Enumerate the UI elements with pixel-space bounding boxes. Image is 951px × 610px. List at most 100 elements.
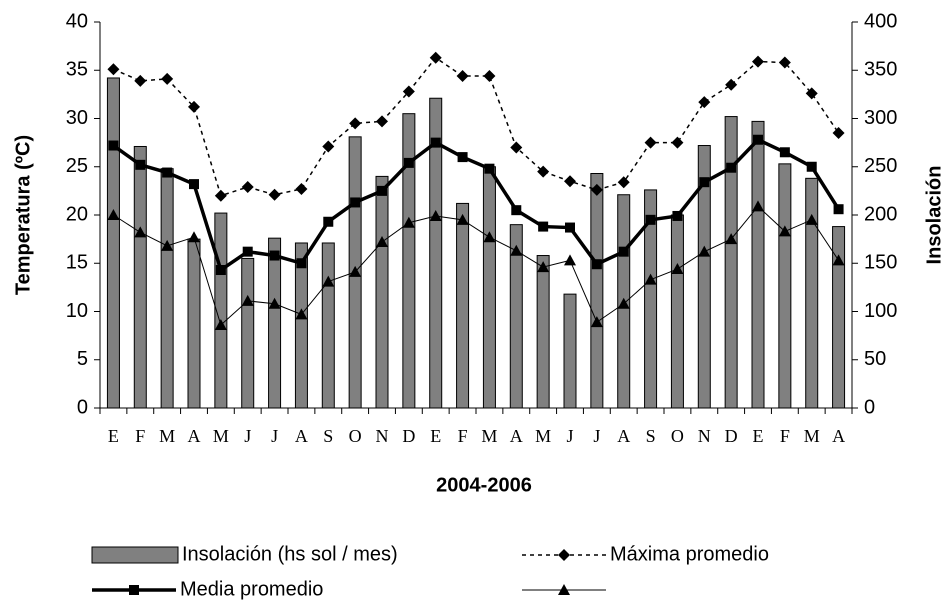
marker bbox=[671, 136, 684, 149]
y2-tick-label: 400 bbox=[864, 10, 897, 32]
x-tick-label: F bbox=[135, 426, 145, 446]
y2-tick-label: 350 bbox=[864, 59, 897, 81]
marker bbox=[429, 209, 442, 221]
x-tick-label: D bbox=[725, 426, 738, 446]
marker bbox=[725, 233, 738, 245]
bar bbox=[268, 237, 282, 409]
bar bbox=[241, 257, 255, 409]
legend-label: Insolación (hs sol / mes) bbox=[182, 543, 398, 565]
x-tick-label: J bbox=[566, 426, 573, 446]
marker bbox=[645, 214, 656, 225]
marker bbox=[672, 210, 683, 221]
marker bbox=[779, 147, 790, 158]
x-tick-label: M bbox=[804, 426, 820, 446]
marker bbox=[295, 308, 308, 320]
x-tick-label: E bbox=[430, 426, 441, 446]
marker bbox=[161, 239, 174, 251]
marker bbox=[806, 161, 817, 172]
marker bbox=[322, 140, 335, 153]
bar bbox=[160, 168, 174, 409]
marker bbox=[349, 265, 362, 277]
legend-marker bbox=[558, 549, 570, 561]
marker bbox=[429, 51, 442, 64]
marker bbox=[833, 204, 844, 215]
marker bbox=[241, 294, 254, 306]
x-tick-label: M bbox=[213, 426, 229, 446]
legend-marker bbox=[558, 584, 570, 595]
marker bbox=[483, 231, 496, 243]
x-tick-label: O bbox=[671, 426, 684, 446]
marker bbox=[242, 246, 253, 257]
marker bbox=[591, 259, 602, 270]
marker bbox=[671, 263, 684, 275]
marker bbox=[778, 56, 791, 69]
x-tick-label: E bbox=[753, 426, 764, 446]
legend-label: Media promedio bbox=[180, 578, 323, 600]
x-tick-label: S bbox=[646, 426, 656, 446]
marker bbox=[377, 185, 387, 196]
marker bbox=[644, 136, 657, 149]
marker bbox=[214, 189, 227, 202]
legend-swatch bbox=[91, 546, 179, 564]
marker bbox=[323, 216, 334, 227]
marker bbox=[214, 319, 227, 331]
marker bbox=[107, 63, 120, 76]
marker bbox=[725, 78, 738, 91]
bar bbox=[751, 120, 765, 409]
x-tick-label: A bbox=[617, 426, 630, 446]
marker bbox=[699, 177, 710, 188]
marker bbox=[322, 275, 335, 287]
bar bbox=[536, 255, 550, 409]
marker bbox=[698, 96, 711, 109]
marker bbox=[268, 188, 281, 201]
y-tick-label: 15 bbox=[66, 252, 88, 274]
legend-marker bbox=[129, 585, 139, 595]
bar bbox=[456, 202, 470, 409]
marker bbox=[590, 316, 603, 328]
x-tick-label: A bbox=[832, 426, 845, 446]
marker bbox=[537, 261, 550, 273]
y2-tick-label: 300 bbox=[864, 107, 897, 129]
x-tick-label: M bbox=[481, 426, 497, 446]
y2-tick-label: 0 bbox=[864, 396, 875, 418]
x-tick-label: F bbox=[458, 426, 468, 446]
marker bbox=[564, 254, 576, 266]
marker bbox=[135, 159, 146, 170]
y-tick-label: 20 bbox=[66, 203, 88, 225]
y-axis-title: Temperatura (ºC) bbox=[12, 135, 34, 295]
marker bbox=[511, 205, 522, 216]
bar bbox=[375, 175, 389, 409]
marker bbox=[537, 165, 550, 178]
marker bbox=[698, 245, 711, 257]
marker bbox=[189, 179, 199, 190]
marker bbox=[269, 250, 280, 261]
bar bbox=[482, 166, 496, 409]
x-tick-label: M bbox=[535, 426, 551, 446]
y2-tick-label: 250 bbox=[864, 155, 897, 177]
y-tick-label: 0 bbox=[77, 396, 88, 418]
marker bbox=[188, 100, 200, 113]
marker bbox=[402, 85, 415, 98]
marker bbox=[726, 162, 737, 173]
y-tick-label: 35 bbox=[66, 59, 88, 81]
bar bbox=[670, 214, 684, 409]
bar bbox=[778, 163, 792, 409]
marker bbox=[832, 254, 845, 266]
x-tick-label: S bbox=[323, 426, 333, 446]
marker bbox=[188, 231, 200, 243]
marker bbox=[617, 297, 630, 309]
x-tick-label: A bbox=[510, 426, 523, 446]
marker bbox=[376, 236, 388, 248]
bar bbox=[106, 77, 120, 409]
marker bbox=[510, 244, 523, 256]
marker bbox=[350, 197, 361, 208]
marker bbox=[430, 137, 441, 148]
y-tick-label: 40 bbox=[66, 10, 88, 32]
marker bbox=[752, 200, 764, 212]
marker bbox=[590, 183, 603, 196]
bar bbox=[805, 177, 819, 409]
bar bbox=[563, 293, 577, 409]
x-tick-label: A bbox=[295, 426, 308, 446]
bar bbox=[321, 242, 335, 409]
